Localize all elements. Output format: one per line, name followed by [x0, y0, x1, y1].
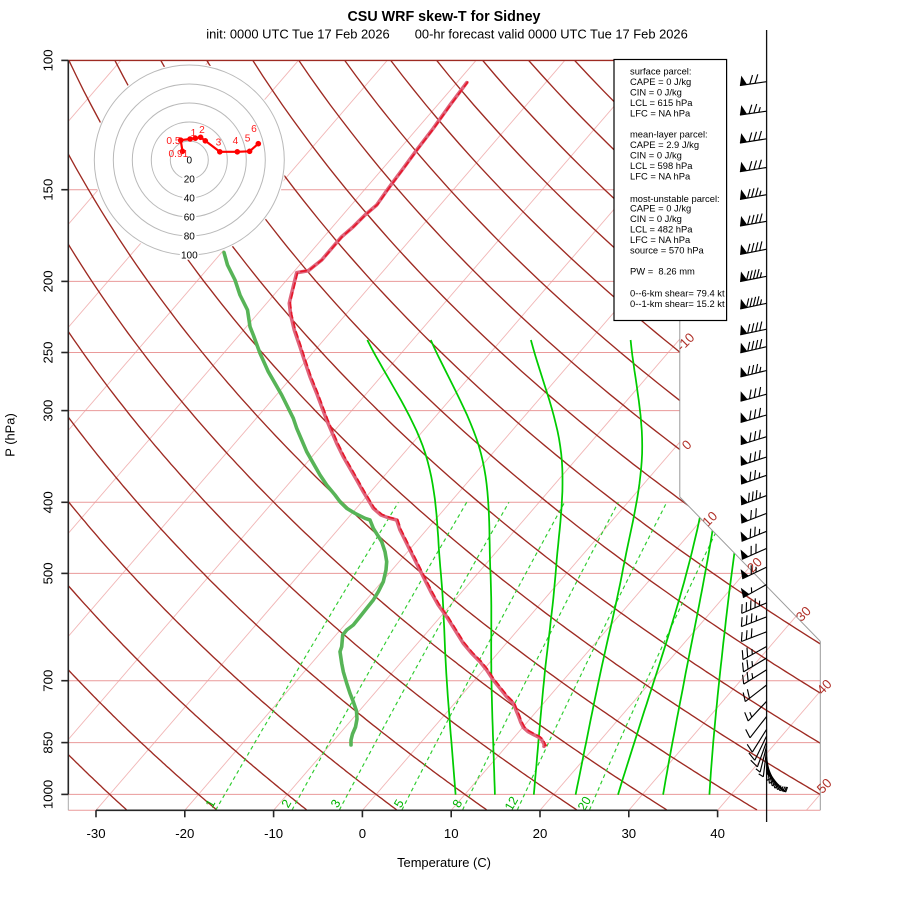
- svg-text:0.5: 0.5: [166, 136, 180, 147]
- svg-text:CAPE = 2.9 J/kg: CAPE = 2.9 J/kg: [630, 139, 699, 150]
- svg-text:100: 100: [40, 49, 55, 71]
- svg-text:300: 300: [40, 400, 55, 422]
- svg-text:0--6-km shear= 79.4 kt: 0--6-km shear= 79.4 kt: [630, 288, 725, 299]
- svg-text:LFC = NA hPa: LFC = NA hPa: [630, 108, 691, 119]
- svg-text:0--1-km shear= 15.2 kt: 0--1-km shear= 15.2 kt: [630, 298, 725, 309]
- svg-text:6: 6: [251, 124, 257, 135]
- svg-text:-10: -10: [264, 826, 283, 841]
- svg-text:LCL = 615 hPa: LCL = 615 hPa: [630, 97, 693, 108]
- svg-text:PW = 8.26 mm: PW = 8.26 mm: [630, 266, 695, 277]
- svg-text:12: 12: [502, 794, 521, 813]
- svg-text:LCL = 598 hPa: LCL = 598 hPa: [630, 160, 693, 171]
- svg-text:LFC = NA hPa: LFC = NA hPa: [630, 171, 691, 182]
- svg-text:0: 0: [187, 156, 193, 167]
- svg-text:20: 20: [184, 175, 196, 186]
- svg-text:-20: -20: [175, 826, 194, 841]
- svg-text:CAPE = 0 J/kg: CAPE = 0 J/kg: [630, 76, 691, 87]
- svg-text:150: 150: [40, 179, 55, 201]
- svg-text:40: 40: [710, 826, 725, 841]
- svg-text:20: 20: [533, 826, 548, 841]
- svg-text:-30: -30: [86, 826, 105, 841]
- svg-text:1: 1: [191, 128, 197, 139]
- svg-text:3: 3: [216, 137, 222, 148]
- svg-text:LFC = NA hPa: LFC = NA hPa: [630, 234, 691, 245]
- svg-text:0: 0: [359, 826, 366, 841]
- svg-text:200: 200: [40, 270, 55, 292]
- svg-text:P (hPa): P (hPa): [2, 413, 17, 456]
- svg-text:init: 0000 UTC Tue 17 Feb 2026: init: 0000 UTC Tue 17 Feb 2026 00-hr for…: [206, 27, 688, 42]
- svg-text:250: 250: [40, 341, 55, 363]
- svg-text:source = 570 hPa: source = 570 hPa: [630, 245, 705, 256]
- svg-text:CIN = 0 J/kg: CIN = 0 J/kg: [630, 150, 682, 161]
- svg-text:40: 40: [184, 194, 196, 205]
- svg-text:2: 2: [199, 125, 205, 136]
- svg-text:4: 4: [233, 136, 239, 147]
- svg-text:mean-layer parcel:: mean-layer parcel:: [630, 129, 708, 140]
- svg-text:500: 500: [40, 562, 55, 584]
- svg-text:most-unstable parcel:: most-unstable parcel:: [630, 193, 720, 204]
- svg-text:1000: 1000: [40, 780, 55, 809]
- svg-text:80: 80: [184, 232, 196, 243]
- svg-text:5: 5: [245, 134, 251, 145]
- svg-text:20: 20: [575, 794, 594, 813]
- svg-text:CAPE = 0 J/kg: CAPE = 0 J/kg: [630, 203, 691, 214]
- svg-text:60: 60: [184, 213, 196, 224]
- svg-text:850: 850: [40, 732, 55, 754]
- svg-text:10: 10: [444, 826, 459, 841]
- svg-text:100: 100: [181, 251, 198, 262]
- svg-text:CSU WRF skew-T for Sidney: CSU WRF skew-T for Sidney: [347, 9, 540, 25]
- svg-text:Temperature (C): Temperature (C): [397, 855, 491, 870]
- svg-text:LCL = 482 hPa: LCL = 482 hPa: [630, 224, 693, 235]
- svg-text:700: 700: [40, 670, 55, 692]
- svg-text:CIN = 0 J/kg: CIN = 0 J/kg: [630, 213, 682, 224]
- svg-text:400: 400: [40, 491, 55, 513]
- svg-text:0.91: 0.91: [168, 149, 188, 160]
- svg-text:surface parcel:: surface parcel:: [630, 66, 692, 77]
- svg-text:CIN = 0 J/kg: CIN = 0 J/kg: [630, 87, 682, 98]
- svg-text:30: 30: [621, 826, 636, 841]
